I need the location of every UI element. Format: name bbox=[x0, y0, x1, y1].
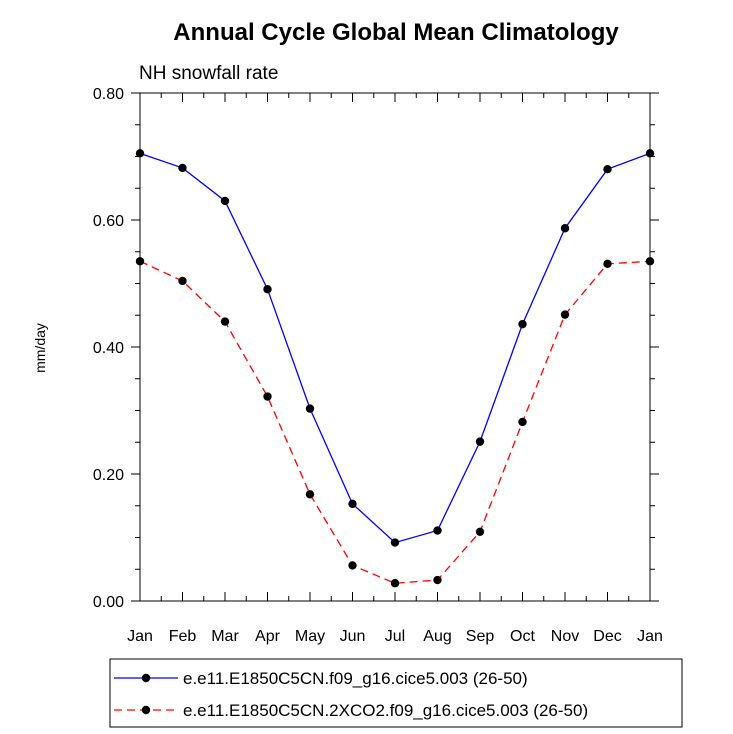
y-tick-label: 0.00 bbox=[93, 594, 124, 611]
plot-frame bbox=[139, 92, 651, 602]
data-point bbox=[263, 392, 272, 401]
data-point bbox=[390, 538, 400, 547]
data-point bbox=[178, 163, 187, 173]
chart-title: Annual Cycle Global Mean Climatology bbox=[173, 19, 619, 46]
data-point bbox=[433, 526, 442, 535]
data-point bbox=[263, 285, 272, 294]
x-tick-label: Sep bbox=[466, 628, 495, 645]
y-tick-label: 0.40 bbox=[93, 340, 124, 357]
x-tick-label: Jun bbox=[340, 628, 366, 645]
data-point bbox=[645, 257, 655, 266]
x-tick-label: Feb bbox=[169, 628, 197, 645]
legend: e.e11.E1850C5CN.f09_g16.cice5.003 (26-50… bbox=[109, 658, 683, 728]
x-tick-label: Jan bbox=[637, 628, 663, 645]
legend-label-2: e.e11.E1850C5CN.2XCO2.f09_g16.cice5.003 … bbox=[183, 701, 588, 720]
legend-box bbox=[109, 658, 683, 728]
x-tick-label: Dec bbox=[593, 628, 621, 645]
data-point bbox=[560, 310, 570, 319]
chart-subtitle: NH snowfall rate bbox=[139, 63, 278, 84]
x-tick-label: Aug bbox=[423, 628, 451, 645]
data-point bbox=[603, 259, 612, 269]
y-tick-label: 0.80 bbox=[93, 86, 124, 103]
data-point bbox=[390, 579, 400, 588]
series-line-1 bbox=[139, 152, 651, 544]
data-point bbox=[433, 575, 442, 585]
data-point bbox=[518, 417, 527, 427]
data-point bbox=[603, 165, 612, 174]
data-point bbox=[475, 527, 485, 536]
legend-label-1: e.e11.E1850C5CN.f09_g16.cice5.003 (26-50… bbox=[183, 669, 528, 688]
data-point bbox=[560, 224, 570, 233]
data-point bbox=[348, 561, 357, 570]
x-tick-label: May bbox=[295, 628, 325, 645]
axis-ticks: Jan Feb Mar Apr May Jun Jul Aug Sep Oct Nov Dec Jan0… bbox=[93, 86, 663, 645]
data-point bbox=[518, 319, 527, 329]
legend-marker bbox=[141, 673, 151, 683]
data-point bbox=[305, 490, 315, 499]
y-axis-label: mm/day bbox=[32, 323, 48, 373]
data-point bbox=[645, 149, 655, 158]
x-tick-label: Oct bbox=[510, 628, 535, 645]
data-point bbox=[178, 276, 187, 286]
legend-marker bbox=[141, 705, 151, 715]
x-tick-label: Jul bbox=[385, 628, 405, 645]
x-tick-label: Jan bbox=[127, 628, 153, 645]
data-point bbox=[348, 499, 357, 509]
data-point bbox=[220, 317, 230, 326]
data-point bbox=[305, 404, 315, 413]
x-tick-label: Apr bbox=[255, 628, 281, 645]
series-layer bbox=[135, 149, 655, 588]
y-tick-label: 0.60 bbox=[93, 213, 124, 230]
x-tick-label: Mar bbox=[211, 628, 239, 645]
data-point bbox=[475, 437, 485, 446]
series-line-2 bbox=[139, 260, 651, 584]
data-point bbox=[220, 196, 230, 206]
data-point bbox=[135, 149, 145, 158]
y-tick-label: 0.20 bbox=[93, 467, 124, 484]
data-point bbox=[135, 257, 145, 266]
x-tick-label: Nov bbox=[551, 628, 579, 645]
